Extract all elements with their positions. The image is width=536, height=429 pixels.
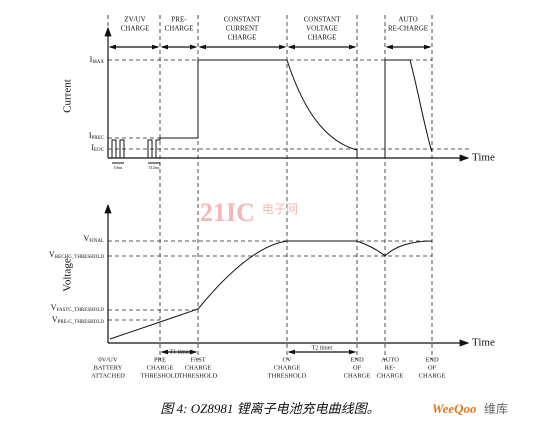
level-sub: EOC xyxy=(94,148,105,153)
event-label: THRESHOLD xyxy=(141,372,180,379)
event-label: AUTO xyxy=(381,356,399,363)
phase-label: VOLTAGE xyxy=(306,25,338,33)
event-label: PRE xyxy=(154,356,166,363)
watermark: WeeQoo xyxy=(432,401,477,416)
phase-label: CHARGE xyxy=(165,25,194,33)
pulse-label: 10ms xyxy=(114,165,123,170)
phase-label: PRE- xyxy=(171,16,187,24)
timer-label: T1 timer xyxy=(170,349,191,355)
level-label: IMAX xyxy=(90,55,105,65)
event-label: THRESHOLD xyxy=(268,372,307,379)
level-sub: PRE-C_THRESHOLD xyxy=(58,320,105,325)
level-sub: RECHG_THRESHOLD xyxy=(55,255,105,260)
phase-label: CURRENT xyxy=(226,25,259,33)
time-label: Time xyxy=(472,337,495,349)
event-label: END xyxy=(350,356,364,363)
event-label: CV xyxy=(282,356,291,363)
phase-label: AUTO xyxy=(398,16,417,24)
voltage-axis-label: Voltage xyxy=(62,258,74,292)
axes xyxy=(104,26,470,347)
level-label: IPREC xyxy=(89,131,105,141)
event-label: OF xyxy=(353,364,362,371)
level-sub: FINAL xyxy=(89,239,104,244)
phase-label: CHARGE xyxy=(228,34,257,42)
event-label: ATTACHED xyxy=(91,372,125,379)
phase-label: CONSTANT xyxy=(304,16,341,24)
level-main: V xyxy=(49,250,55,259)
event-label: RE- xyxy=(385,364,395,371)
level-main: V xyxy=(51,303,57,312)
event-label: CHARGE xyxy=(344,372,371,379)
phase-label: CHARGE xyxy=(121,25,150,33)
event-label: END xyxy=(425,356,439,363)
event-label: CHARGE xyxy=(274,364,301,371)
current-axis-label: Current xyxy=(62,79,74,113)
event-label: OF xyxy=(428,364,437,371)
event-label: FAST xyxy=(190,356,205,363)
phase-label: CHARGE xyxy=(308,34,337,42)
pulse-label: 512ms xyxy=(149,165,160,170)
event-label: CHARGE xyxy=(377,372,404,379)
time-label: Time xyxy=(472,152,495,164)
event-label: CHARGE xyxy=(185,364,212,371)
level-main: I xyxy=(91,143,94,152)
level-label: VPRE-C_THRESHOLD xyxy=(52,315,105,325)
level-main: I xyxy=(90,55,93,64)
level-label: VFASTC_THRESHOLD xyxy=(51,303,105,313)
event-label: 0V/UV xyxy=(98,356,117,363)
event-label: CHARGE xyxy=(147,364,174,371)
level-label: VRECHG_THRESHOLD xyxy=(49,250,104,260)
level-main: V xyxy=(52,315,58,324)
phase-label: RE-CHARGE xyxy=(388,25,428,33)
event-label: CHARGE xyxy=(419,372,446,379)
phase-label: CONSTANT xyxy=(224,16,261,24)
level-sub: MAX xyxy=(92,60,104,65)
watermark: 21IC xyxy=(200,198,255,227)
level-main: I xyxy=(89,131,92,140)
phase-label: ZV/UV xyxy=(124,16,145,24)
level-main: V xyxy=(83,234,89,243)
level-sub: FASTC_THRESHOLD xyxy=(57,308,105,313)
waveforms xyxy=(109,59,433,340)
level-label: IEOC xyxy=(91,143,104,153)
watermark: 维库 xyxy=(484,401,508,416)
event-label: THRESHOLD xyxy=(179,372,218,379)
event-label: BATTERY xyxy=(94,364,123,371)
level-label: VFINAL xyxy=(83,234,104,244)
timer-label: T2 timer xyxy=(312,345,333,351)
watermark: 电子网 xyxy=(262,202,298,216)
caption: 图 4: OZ8981 锂离子电池充电曲线图。 xyxy=(160,401,379,416)
level-sub: PREC xyxy=(91,136,104,141)
